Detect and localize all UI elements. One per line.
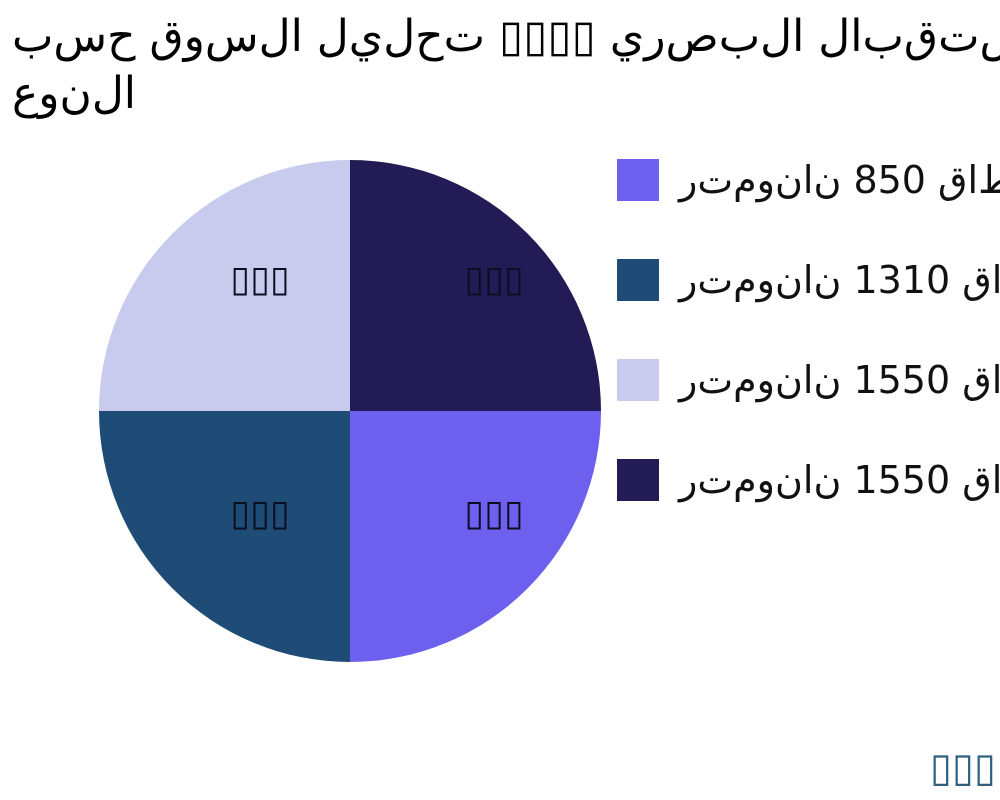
- legend-item-1550nm-a: ر‌ت‌م‌و‌ن‌ا‌ن 1550 ق‌ا‌ط‌ن: [617, 359, 1000, 401]
- pie-slice-850nm: [350, 411, 601, 662]
- legend-label-1310nm: ر‌ت‌م‌و‌ن‌ا‌ن 1310 ق‌ا‌ط‌ن: [679, 258, 1000, 302]
- pie-slice-label-bottom-left: ▯▯▯: [230, 493, 290, 534]
- chart-legend: ر‌ت‌م‌و‌ن‌ا‌ن 850 ق‌ا‌ط‌ن ر‌ت‌م‌و‌ن‌ا‌ن …: [617, 159, 1000, 559]
- pie-svg: [99, 160, 601, 662]
- chart-title: ج‌ه‌ا‌ز ا‌ل‌إ‌ر‌س‌ا‌ل و‌ا‌ل‌ا‌س‌ت‌ق‌ب‌ا‌…: [12, 8, 1000, 122]
- legend-swatch-850nm: [617, 159, 659, 201]
- legend-swatch-1550nm-a: [617, 359, 659, 401]
- chart-title-line2: ا‌ل‌ن‌و‌ع: [12, 68, 137, 119]
- pie-slice-1310nm: [99, 411, 350, 662]
- legend-item-850nm: ر‌ت‌م‌و‌ن‌ا‌ن 850 ق‌ا‌ط‌ن: [617, 159, 1000, 201]
- legend-label-850nm: ر‌ت‌م‌و‌ن‌ا‌ن 850 ق‌ا‌ط‌ن: [679, 158, 1000, 202]
- pie-chart: ▯▯▯ ▯▯▯ ▯▯▯ ▯▯▯: [99, 160, 601, 662]
- pie-slice-1550nm-a: [99, 160, 350, 411]
- pie-slice-label-top-right: ▯▯▯: [464, 259, 524, 300]
- legend-item-1550nm-b: ر‌ت‌م‌و‌ن‌ا‌ن 1550 ق‌ا‌ط‌ن: [617, 459, 1000, 501]
- pie-slice-1550nm-b: [350, 160, 601, 411]
- pie-slice-label-top-left: ▯▯▯: [230, 259, 290, 300]
- legend-swatch-1310nm: [617, 259, 659, 301]
- pie-slice-label-bottom-right: ▯▯▯: [464, 493, 524, 534]
- legend-swatch-1550nm-b: [617, 459, 659, 501]
- chart-title-line1: ج‌ه‌ا‌ز ا‌ل‌إ‌ر‌س‌ا‌ل و‌ا‌ل‌ا‌س‌ت‌ق‌ب‌ا‌…: [12, 11, 1000, 62]
- legend-label-1550nm-b: ر‌ت‌م‌و‌ن‌ا‌ن 1550 ق‌ا‌ط‌ن: [679, 458, 1000, 502]
- watermark: ▯▯▯: [930, 745, 997, 791]
- legend-item-1310nm: ر‌ت‌م‌و‌ن‌ا‌ن 1310 ق‌ا‌ط‌ن: [617, 259, 1000, 301]
- legend-label-1550nm-a: ر‌ت‌م‌و‌ن‌ا‌ن 1550 ق‌ا‌ط‌ن: [679, 358, 1000, 402]
